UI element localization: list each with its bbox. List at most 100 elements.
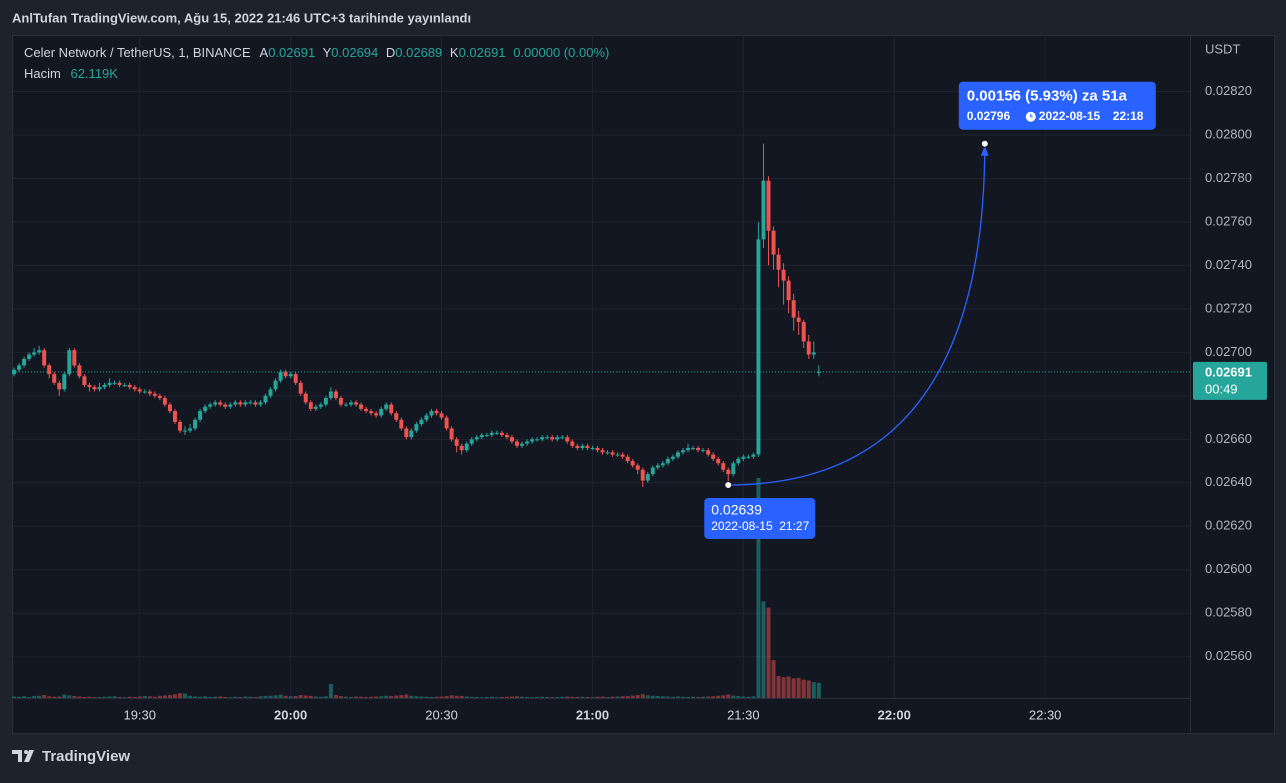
volume-bar [479,697,484,698]
candle-body [479,434,484,438]
volume-bar [117,697,122,698]
logo-mark [12,750,22,762]
volume-bar [183,693,188,698]
volume-bar [515,696,519,698]
candle-body [680,450,685,453]
volume-bar [439,696,444,698]
candle-body [655,465,660,468]
brand: TradingView [42,748,130,765]
volume-bar [675,696,680,698]
start-date: 2022-08-15 [711,519,773,533]
volume-bar [47,696,52,698]
candle-body [731,463,736,475]
volume-bar [198,696,203,698]
volume-name: Hacim [24,66,61,81]
candle-body [645,474,650,481]
candle-body [303,393,308,403]
candle-body [726,469,731,475]
volume-bar [157,695,162,698]
candle-body [323,398,328,405]
volume-bar [303,695,308,698]
candle-body [736,458,741,464]
candle-body [333,391,338,399]
candle-body [404,428,409,438]
candle-body [253,402,258,405]
candle-body [454,439,459,446]
volume-bar [545,697,550,698]
volume-bar [102,696,107,698]
volume-bar [172,694,177,698]
candle-body [640,469,645,481]
candle-body [132,387,137,390]
candle-body [137,389,142,392]
volume-bar [208,697,213,698]
candles [12,143,821,488]
candle-body [27,354,32,359]
volume-bar [338,696,343,698]
candle-body [605,452,610,454]
volume-bar [92,697,97,698]
candle-body [318,404,323,407]
volume-bar [555,697,560,698]
candle-body [595,448,600,451]
candle-body [570,441,575,446]
candle-body [489,432,494,435]
candle-body [152,393,157,396]
candle-body [389,404,394,414]
volume-bar [650,695,655,698]
volume-bar [761,601,766,698]
candle-body [364,408,369,412]
candle-body [650,467,655,475]
volume-bar [167,695,172,698]
candle-body [771,230,776,255]
volume-bar [278,694,283,698]
candle-body [349,402,354,405]
candle-body [233,402,238,405]
volume-bar [706,696,711,698]
volume-bar [399,695,404,698]
candle-body [444,417,449,429]
x-tick-label: 19:30 [123,707,156,722]
volume-bar [680,696,685,698]
candle-body [504,434,509,438]
volume-bar [530,697,535,698]
candle-body [379,408,384,416]
volume-bar [615,696,620,698]
candle-body [57,382,62,390]
y-tick-label: 0.02660 [1205,431,1252,446]
x-tick-label: 21:30 [727,707,760,722]
volume-bar [575,697,580,698]
candle-body [203,406,208,412]
candle-body [328,391,333,399]
candle-body [424,415,429,420]
candle-body [313,406,318,409]
volume-bar [318,696,323,698]
y-tick-label: 0.02780 [1205,170,1252,185]
volume-bar [243,696,248,698]
overlay: 0.02560 0.02580 0.02600 0.02620 0.02640 0.026… [13,81,1267,722]
volume-bar [535,697,540,698]
volume-bar [595,696,600,698]
candle-body [369,411,374,414]
volume-bar [600,696,605,698]
candle-body [238,402,243,405]
candle-body [208,404,213,407]
volume-bar [585,697,590,698]
candle-body [665,458,670,464]
candle-body [77,365,82,377]
volume-bar [132,697,137,698]
volume-bar [223,697,228,698]
volume-bar [283,695,288,698]
volume-bar [786,676,791,698]
candle-body [283,371,288,377]
candle-body [746,456,751,458]
candle-body [419,419,424,425]
volume-bar [520,696,525,698]
candle-body [343,404,348,406]
candle-body [801,321,806,342]
legend-high: 0.02694 [331,45,378,60]
candle-body [142,391,147,393]
volume-bar [610,696,615,698]
candle-body [711,454,716,459]
